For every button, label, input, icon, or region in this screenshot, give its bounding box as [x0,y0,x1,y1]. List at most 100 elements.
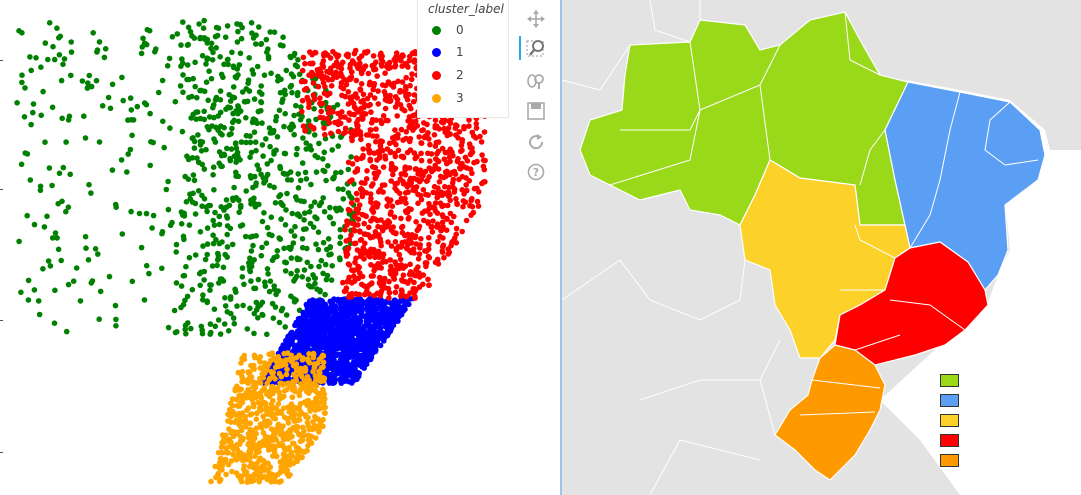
scatter-point [201,17,207,24]
scatter-point [214,257,221,263]
scatter-point [459,187,466,193]
scatter-point [267,464,274,470]
scatter-point [413,166,419,172]
scatter-point [305,276,312,283]
scatter-point [389,203,396,209]
scatter-point [278,357,284,364]
help-icon[interactable]: ? [525,161,547,183]
reset-icon[interactable] [525,131,547,153]
scatter-point [358,236,365,243]
scatter-point [201,196,208,202]
scatter-point [227,225,234,232]
scatter-point [418,140,424,146]
scatter-point [395,299,402,306]
scatter-point [127,95,134,101]
scatter-point [388,263,394,270]
scatter-point [305,118,312,124]
scatter-point [238,360,244,366]
save-icon[interactable] [525,100,547,122]
scatter-point [320,239,327,246]
scatter-point [205,97,211,104]
scatter-point [322,338,328,345]
scatter-point [28,121,34,128]
scatter-point [70,278,77,285]
scatter-point [418,236,424,242]
scatter-point [459,139,465,145]
scatter-point [101,54,108,61]
scatter-point [360,313,367,319]
scatter-point [480,179,487,185]
scatter-point [328,130,334,137]
scatter-point [291,346,298,352]
scatter-point [198,323,205,330]
scatter-point [333,170,339,176]
scatter-point [65,281,72,288]
scatter-point [316,406,323,412]
scatter-point [397,176,404,182]
scatter-point [224,244,231,250]
scatter-point [273,453,280,460]
scatter-point [404,209,411,216]
legend-item-2[interactable]: 2 [432,66,464,84]
scatter-point [258,41,264,48]
scatter-point [268,157,274,164]
scatter-point [220,74,226,81]
scatter-point [288,453,294,460]
scatter-point [339,92,345,99]
scatter-point [264,266,271,272]
pan-icon[interactable] [525,8,547,30]
choropleth-map-panel[interactable] [562,0,1081,495]
scatter-point [278,468,284,474]
scatter-point [223,471,229,478]
scatter-point [160,118,166,125]
scatter-point [277,192,284,198]
scatter-point [181,213,188,219]
scatter-point [253,41,259,47]
scatter-point [367,295,373,302]
scatter-point [216,160,222,166]
scatter-point [388,317,395,324]
map-legend [940,374,959,474]
scatter-point [267,278,274,285]
scatter-point [285,473,292,479]
scatter-plot-panel[interactable]: cluster_label 0 1 2 3 [0,0,512,495]
scatter-point [347,75,353,81]
scatter-point [432,162,439,169]
scatter-point [343,52,350,58]
scatter-point [376,254,383,261]
scatter-point [128,107,135,113]
scatter-point [391,139,397,145]
scatter-point [223,449,230,456]
wheel-zoom-icon[interactable] [525,69,547,91]
scatter-point [214,473,220,480]
scatter-point [236,387,243,393]
scatter-point [318,422,325,429]
scatter-point [79,78,86,84]
scatter-point [210,102,217,108]
legend-item-1[interactable]: 1 [432,43,464,61]
scatter-point [426,234,432,241]
scatter-point [321,125,327,131]
scatter-point [365,349,371,356]
box-zoom-icon[interactable] [525,37,547,59]
scatter-legend: cluster_label 0 1 2 3 [417,0,509,118]
scatter-point [230,315,237,321]
scatter-point [387,92,393,99]
legend-item-3[interactable]: 3 [432,89,464,107]
scatter-point [355,356,362,363]
scatter-point [352,370,359,377]
scatter-point [288,54,294,61]
legend-item-0[interactable]: 0 [432,21,464,39]
scatter-point [216,149,223,155]
scatter-point [293,102,299,109]
scatter-point [417,192,424,199]
scatter-point [215,25,222,32]
scatter-point [288,449,295,456]
scatter-point [434,210,441,216]
scatter-point [60,164,67,171]
scatter-point [275,353,282,360]
scatter-point [412,233,419,239]
scatter-point [201,88,208,95]
scatter-point [309,331,316,338]
scatter-point [283,207,289,213]
